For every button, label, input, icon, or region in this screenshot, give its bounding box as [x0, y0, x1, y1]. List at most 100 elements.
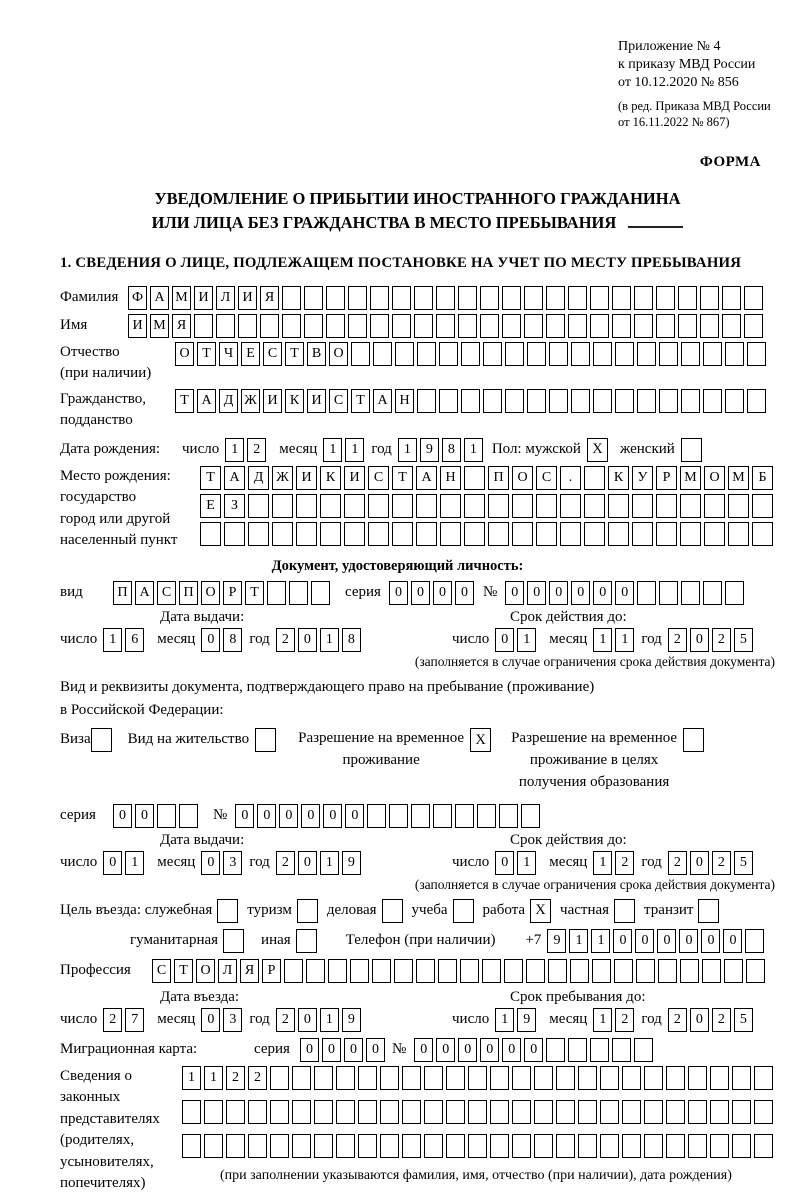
- cell[interactable]: [590, 285, 609, 310]
- cell[interactable]: Л: [218, 958, 237, 983]
- cell[interactable]: О: [175, 341, 194, 366]
- cell[interactable]: 1: [397, 437, 417, 462]
- cell[interactable]: [556, 1065, 575, 1090]
- cell[interactable]: 1: [591, 928, 611, 953]
- cell[interactable]: О: [704, 465, 725, 490]
- cell[interactable]: [722, 313, 741, 338]
- cell[interactable]: 1: [125, 850, 145, 875]
- cell[interactable]: [248, 1099, 267, 1124]
- cell[interactable]: Д: [219, 388, 238, 413]
- cell[interactable]: 5: [733, 627, 753, 652]
- cell[interactable]: [455, 803, 475, 828]
- cell[interactable]: [326, 313, 345, 338]
- cell[interactable]: [752, 493, 773, 518]
- cell[interactable]: [464, 493, 485, 518]
- cell[interactable]: [521, 803, 541, 828]
- cell[interactable]: [600, 1099, 619, 1124]
- cell[interactable]: [725, 580, 745, 605]
- cell[interactable]: [380, 1065, 399, 1090]
- cell[interactable]: 0: [689, 850, 709, 875]
- cell[interactable]: 1: [225, 437, 245, 462]
- cell[interactable]: 9: [547, 928, 567, 953]
- cell[interactable]: [593, 341, 612, 366]
- cell[interactable]: 9: [341, 850, 361, 875]
- cell[interactable]: А: [150, 285, 169, 310]
- cell[interactable]: С: [368, 465, 389, 490]
- cell[interactable]: [270, 1065, 289, 1090]
- cell[interactable]: [411, 803, 431, 828]
- cell[interactable]: 1: [319, 627, 339, 652]
- cell[interactable]: 2: [711, 850, 731, 875]
- cell[interactable]: [534, 1099, 553, 1124]
- cell[interactable]: 0: [365, 1037, 385, 1062]
- cell[interactable]: [728, 493, 749, 518]
- cell[interactable]: [292, 1065, 311, 1090]
- cell[interactable]: 2: [667, 850, 687, 875]
- cell[interactable]: 0: [524, 1037, 544, 1062]
- cell[interactable]: [612, 313, 631, 338]
- cell[interactable]: [659, 388, 678, 413]
- cell[interactable]: 7: [125, 1007, 145, 1032]
- cell[interactable]: 0: [410, 580, 430, 605]
- cell[interactable]: [336, 1099, 355, 1124]
- cell[interactable]: [578, 1133, 597, 1158]
- cell[interactable]: А: [197, 388, 216, 413]
- cell[interactable]: [373, 341, 392, 366]
- cell[interactable]: 0: [723, 928, 743, 953]
- cell[interactable]: 0: [657, 928, 677, 953]
- cell[interactable]: Т: [351, 388, 370, 413]
- cell[interactable]: 1: [463, 437, 483, 462]
- cell[interactable]: [416, 521, 437, 546]
- cell[interactable]: 0: [299, 1037, 319, 1062]
- cell[interactable]: [659, 341, 678, 366]
- cell[interactable]: 2: [247, 437, 267, 462]
- cell[interactable]: 1: [517, 627, 537, 652]
- cell[interactable]: [358, 1133, 377, 1158]
- male-checkbox[interactable]: X: [586, 437, 608, 462]
- cell[interactable]: [634, 285, 653, 310]
- cell[interactable]: А: [416, 465, 437, 490]
- cell[interactable]: 0: [495, 850, 515, 875]
- cell[interactable]: [306, 958, 325, 983]
- cell[interactable]: Н: [395, 388, 414, 413]
- cell[interactable]: [571, 341, 590, 366]
- cell[interactable]: [270, 1133, 289, 1158]
- cell[interactable]: 1: [569, 928, 589, 953]
- cell[interactable]: [368, 521, 389, 546]
- cell[interactable]: [417, 341, 436, 366]
- cell[interactable]: [644, 1099, 663, 1124]
- cell[interactable]: 0: [593, 580, 613, 605]
- cell[interactable]: А: [135, 580, 154, 605]
- cell[interactable]: М: [150, 313, 169, 338]
- cell[interactable]: [477, 803, 497, 828]
- cell[interactable]: [490, 1065, 509, 1090]
- cell[interactable]: [458, 313, 477, 338]
- cell[interactable]: [656, 313, 675, 338]
- cell[interactable]: [732, 1133, 751, 1158]
- cell[interactable]: [744, 313, 763, 338]
- cell[interactable]: [590, 1037, 610, 1062]
- cell[interactable]: [680, 493, 701, 518]
- cell[interactable]: [394, 958, 413, 983]
- cell[interactable]: [688, 1133, 707, 1158]
- cell[interactable]: [754, 1099, 773, 1124]
- cell[interactable]: [622, 1133, 641, 1158]
- cell[interactable]: 0: [635, 928, 655, 953]
- cell[interactable]: [744, 285, 763, 310]
- cell[interactable]: [732, 1065, 751, 1090]
- cell[interactable]: [704, 493, 725, 518]
- cell[interactable]: [326, 285, 345, 310]
- cell[interactable]: Л: [216, 285, 235, 310]
- cell[interactable]: [666, 1099, 685, 1124]
- cell[interactable]: 2: [711, 1007, 731, 1032]
- other-purpose-checkbox[interactable]: [295, 928, 317, 953]
- cell[interactable]: [512, 493, 533, 518]
- humanitarian-checkbox[interactable]: [223, 928, 245, 953]
- cell[interactable]: [248, 521, 269, 546]
- cell[interactable]: [446, 1099, 465, 1124]
- cell[interactable]: Ж: [272, 465, 293, 490]
- cell[interactable]: [480, 313, 499, 338]
- cell[interactable]: 1: [517, 850, 537, 875]
- temp-permit-checkbox[interactable]: X: [470, 728, 492, 753]
- cell[interactable]: [505, 388, 524, 413]
